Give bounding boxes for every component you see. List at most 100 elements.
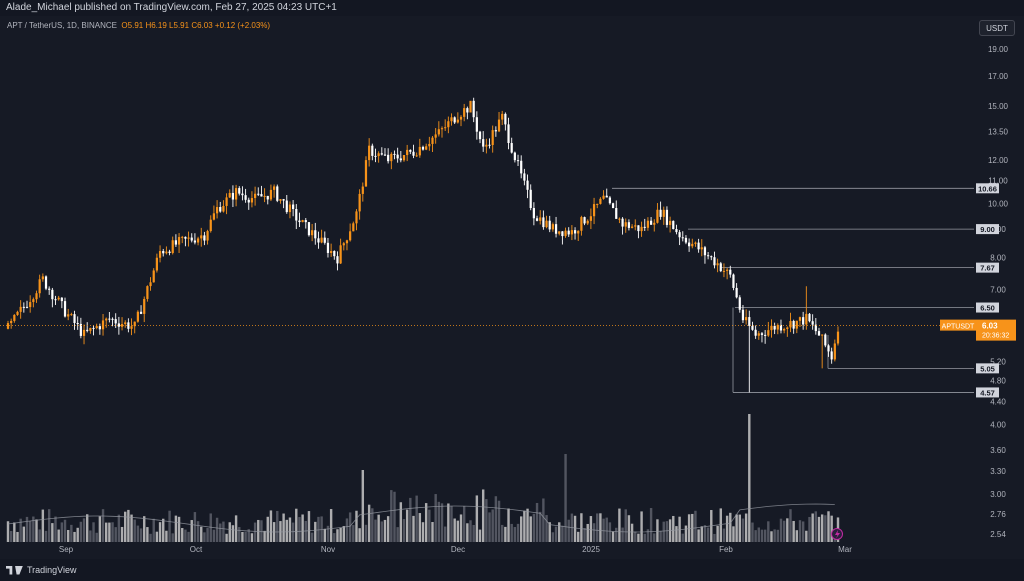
candle-body	[741, 309, 745, 321]
volume-bar	[358, 528, 361, 542]
volume-bar	[304, 520, 307, 542]
volume-bar	[618, 508, 621, 542]
volume-bar	[250, 533, 254, 542]
volume-bar	[73, 531, 76, 542]
candle-body	[611, 203, 615, 209]
candle-body	[215, 207, 219, 214]
volume-bar	[434, 494, 437, 542]
candle-body	[535, 218, 539, 221]
candle-body	[719, 263, 722, 272]
candle-body	[548, 220, 551, 230]
candle-body	[57, 297, 60, 300]
volume-bar	[165, 530, 168, 542]
candle-body	[16, 311, 19, 315]
candle-body	[681, 237, 684, 239]
candle-body	[402, 155, 406, 161]
candle-body	[352, 223, 355, 232]
candle-body	[694, 242, 697, 244]
candle-body	[387, 154, 390, 162]
price-axis-tick: 19.00	[988, 45, 1009, 54]
volume-bar	[333, 533, 336, 542]
candle-body	[792, 320, 795, 329]
volume-bar	[162, 518, 165, 542]
candle-body	[76, 323, 79, 325]
candle-body	[703, 247, 707, 256]
volume-bar	[244, 531, 247, 542]
volume-bar	[539, 511, 542, 542]
candle-body	[738, 297, 741, 310]
volume-bar	[193, 512, 197, 542]
volume-bar	[76, 527, 79, 542]
high-value: H6.19	[145, 21, 167, 30]
volume-bar	[672, 515, 675, 542]
volume-bar	[424, 503, 428, 542]
symbol-tag	[940, 319, 976, 331]
volume-bar	[336, 529, 339, 542]
close-value: C6.03	[191, 21, 213, 30]
candle-body	[203, 235, 206, 241]
candle-body	[589, 216, 593, 221]
currency-button[interactable]: USDT	[979, 20, 1015, 36]
volume-bar	[643, 533, 646, 542]
candle-body	[748, 317, 751, 326]
candle-body	[786, 327, 789, 329]
volume-bar	[317, 516, 320, 542]
volume-bar	[269, 510, 273, 542]
candle-body	[450, 117, 453, 122]
candle-body	[276, 186, 279, 201]
volume-bar	[136, 525, 140, 542]
candle-body	[231, 192, 235, 200]
candle-body	[431, 137, 434, 144]
volume-bar	[466, 523, 469, 542]
time-axis-label: Mar	[838, 545, 852, 554]
volume-bar	[602, 518, 605, 542]
volume-bar	[149, 533, 152, 542]
volume-bar	[421, 522, 425, 542]
price-axis-tick: 5.20	[990, 357, 1006, 366]
volume-bar	[428, 509, 431, 542]
price-axis-tick: 10.00	[988, 200, 1009, 209]
candle-body	[342, 243, 345, 246]
candle-body	[307, 222, 311, 236]
candle-body	[269, 189, 273, 200]
candle-body	[35, 293, 38, 300]
chart-frame[interactable]	[0, 16, 1024, 559]
candle-body	[184, 236, 187, 239]
candle-body	[659, 209, 662, 217]
volume-bar	[459, 514, 463, 542]
volume-bar	[510, 523, 513, 542]
candle-body	[453, 117, 456, 123]
last-price-tag	[976, 319, 1016, 341]
symbol-tag-label: APTUSDT	[942, 324, 975, 331]
volume-bar	[399, 502, 403, 542]
volume-bar	[561, 525, 564, 542]
candle-body	[89, 327, 92, 331]
volume-bar	[722, 528, 726, 542]
candle-body	[222, 205, 225, 212]
candle-body	[735, 287, 738, 298]
level-price-label: 9.00	[980, 225, 995, 234]
volume-bar	[282, 513, 285, 542]
publish-info: Alade_Michael published on TradingView.c…	[0, 0, 1024, 16]
volume-bar	[687, 514, 691, 542]
volume-bar	[374, 519, 377, 542]
candle-body	[225, 197, 228, 206]
candle-body	[320, 237, 323, 243]
candle-body	[684, 237, 688, 243]
volume-bar	[741, 518, 745, 542]
candle-body	[713, 257, 716, 266]
volume-bar	[25, 516, 29, 542]
volume-bar	[637, 533, 640, 542]
volume-bar	[773, 529, 776, 542]
volume-bar	[646, 529, 650, 542]
volume-bar	[409, 497, 412, 542]
volume-bar	[520, 516, 523, 542]
volume-bar	[326, 525, 330, 542]
candle-body	[649, 220, 653, 225]
volume-bar	[70, 524, 73, 542]
candle-body	[573, 230, 577, 234]
volume-bar	[279, 521, 282, 542]
candle-body	[117, 323, 120, 327]
volume-bar	[241, 531, 244, 542]
